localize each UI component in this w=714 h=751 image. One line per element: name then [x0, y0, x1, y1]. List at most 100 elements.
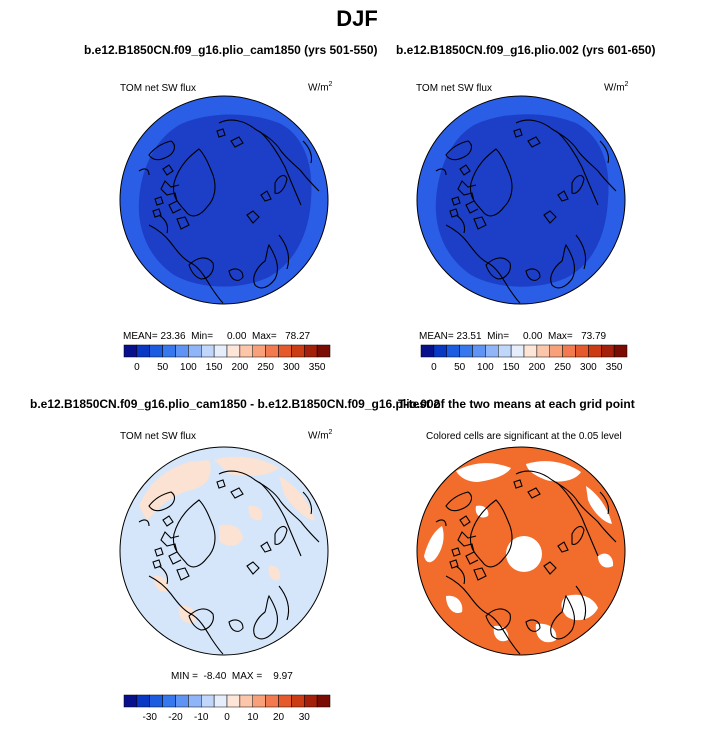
panel2-map — [416, 95, 626, 305]
panel2-colorbar-box — [446, 344, 460, 358]
panel3-colorbar-tick-label: 0 — [224, 712, 230, 723]
panel1-colorbar: 0 50 100 150 200 250 300 350 — [123, 344, 331, 373]
panel2-colorbar-box — [562, 344, 576, 358]
panel3-colorbar: -30 -20 -10 0 10 20 30 — [123, 694, 331, 723]
panel2-stats: MEAN= 23.51 Min= 0.00 Max= 73.79 — [419, 331, 607, 342]
panel2-colorbar-box — [536, 344, 550, 358]
panel1-colorbar-tick-label: 300 — [283, 362, 300, 373]
panel1-colorbar-box — [278, 344, 292, 358]
panel3-map-border — [119, 446, 329, 656]
panel3-colorbar-box — [252, 694, 266, 708]
panel1-colorbar-tick-label: 0 — [134, 362, 140, 373]
panel1-title: b.e12.B1850CN.f09_g16.plio_cam1850 (yrs … — [84, 43, 378, 57]
panel3-colorbar-tick-label: -20 — [168, 712, 183, 723]
panel2-colorbar-box — [472, 344, 486, 358]
figure-title: DJF — [336, 6, 378, 31]
panel1-colorbar-box — [188, 344, 202, 358]
panel4-title: T-test of the two means at each grid poi… — [398, 397, 635, 411]
panel1-map-border — [119, 95, 329, 305]
panel2-colorbar-box — [510, 344, 525, 358]
panel2-colorbar: 0 50 100 150 200 250 300 350 — [420, 344, 628, 373]
panel1-colorbar-box — [291, 344, 305, 358]
panel3-colorbar-tick-label: 20 — [273, 712, 285, 723]
panel3-colorbar-tick-label: -30 — [143, 712, 158, 723]
panel3-map — [119, 446, 329, 656]
panel2-colorbar-box — [601, 344, 615, 358]
panel2-colorbar-box — [459, 344, 473, 358]
panel1-colorbar-tick-label: 250 — [257, 362, 274, 373]
panel3-colorbar-tick-label: -10 — [194, 712, 209, 723]
panel3-colorbar-box — [265, 694, 279, 708]
panel3-colorbar-box — [316, 694, 331, 708]
panel1-colorbar-box — [226, 344, 241, 358]
panel3-colorbar-tick-label: 10 — [247, 712, 259, 723]
panel1-colorbar-box — [175, 344, 189, 358]
panel3-colorbar-box — [201, 694, 215, 708]
panel4-map-border — [416, 446, 626, 656]
panel2-colorbar-tick-label: 100 — [477, 362, 494, 373]
panel3-colorbar-box — [226, 694, 241, 708]
panel1-colorbar-box — [149, 344, 163, 358]
panel2-colorbar-tick-label: 200 — [529, 362, 546, 373]
panel1-map — [119, 95, 329, 305]
panel3-colorbar-box — [136, 694, 150, 708]
panel2-inner-region — [435, 114, 609, 287]
panel3-colorbar-box — [304, 694, 318, 708]
panel2-colorbar-box — [549, 344, 563, 358]
panel2-map-border — [416, 95, 626, 305]
panel4-subtitle: Colored cells are significant at the 0.0… — [426, 431, 622, 442]
panel1-colorbar-tick-label: 100 — [180, 362, 197, 373]
panel4-nonsignificant-cells — [424, 461, 614, 643]
panel2-colorbar-tick-label: 300 — [580, 362, 597, 373]
panel3-units: W/m2 — [308, 429, 333, 442]
panel1-colorbar-tick-label: 200 — [232, 362, 249, 373]
panel2-colorbar-box — [523, 344, 538, 358]
panel3-colorbar-box — [188, 694, 202, 708]
panel1-variable-label: TOM net SW flux — [120, 83, 196, 94]
panel1-colorbar-box — [162, 344, 176, 358]
panel1-colorbar-box — [136, 344, 150, 358]
panel2-colorbar-tick-label: 50 — [454, 362, 466, 373]
panel3-colorbar-box — [149, 694, 163, 708]
panel2-variable-label: TOM net SW flux — [416, 83, 492, 94]
panel1-colorbar-box — [123, 344, 138, 358]
panel3-colorbar-box — [175, 694, 189, 708]
panel2-colorbar-tick-label: 150 — [503, 362, 520, 373]
panel2-colorbar-box — [588, 344, 602, 358]
panel1-units: W/m2 — [308, 81, 333, 94]
panel2-colorbar-tick-label: 0 — [431, 362, 437, 373]
panel2-colorbar-box — [498, 344, 512, 358]
panel2-colorbar-box — [433, 344, 447, 358]
panel1-colorbar-box — [252, 344, 266, 358]
panel1-colorbar-box — [316, 344, 331, 358]
panel3-background — [120, 447, 328, 655]
panel2-colorbar-tick-label: 250 — [554, 362, 571, 373]
panel1-colorbar-box — [265, 344, 279, 358]
panel2-title: b.e12.B1850CN.f09_g16.plio.002 (yrs 601-… — [396, 43, 656, 57]
panel2-colorbar-box — [575, 344, 589, 358]
panel2-colorbar-box — [613, 344, 628, 358]
panel3-positive-patches — [139, 456, 315, 624]
panel2-colorbar-tick-label: 350 — [606, 362, 623, 373]
panel3-colorbar-box — [162, 694, 176, 708]
panel1-inner-region — [138, 114, 312, 287]
panel1-colorbar-tick-label: 150 — [206, 362, 223, 373]
panel3-colorbar-box — [291, 694, 305, 708]
panel4-map — [416, 446, 626, 656]
panel1-stats: MEAN= 23.36 Min= 0.00 Max= 78.27 — [123, 331, 311, 342]
panel1-colorbar-box — [304, 344, 318, 358]
panel3-colorbar-box — [239, 694, 253, 708]
panel1-colorbar-tick-label: 350 — [309, 362, 326, 373]
panel1-colorbar-box — [239, 344, 253, 358]
panel1-colorbar-box — [201, 344, 215, 358]
panel3-title: b.e12.B1850CN.f09_g16.plio_cam1850 - b.e… — [30, 397, 441, 411]
panel1-colorbar-tick-label: 50 — [157, 362, 169, 373]
panel2-units: W/m2 — [604, 81, 629, 94]
panel3-colorbar-box — [123, 694, 138, 708]
panel3-colorbar-tick-label: 30 — [299, 712, 311, 723]
panel3-stats: MIN = -8.40 MAX = 9.97 — [171, 671, 293, 682]
panel3-variable-label: TOM net SW flux — [120, 431, 196, 442]
panel3-colorbar-box — [213, 694, 228, 708]
panel2-colorbar-box — [420, 344, 435, 358]
panel3-colorbar-box — [278, 694, 292, 708]
